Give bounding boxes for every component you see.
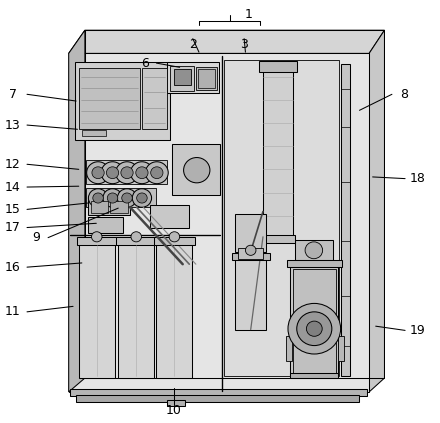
Polygon shape bbox=[69, 30, 85, 392]
Circle shape bbox=[106, 167, 119, 179]
Bar bbox=[79, 243, 115, 378]
Text: 1: 1 bbox=[245, 8, 253, 21]
Bar bbox=[263, 68, 293, 237]
Circle shape bbox=[305, 242, 323, 259]
Bar bbox=[167, 401, 185, 406]
Text: 10: 10 bbox=[166, 404, 182, 417]
Text: 18: 18 bbox=[410, 172, 425, 185]
Bar bbox=[75, 62, 169, 140]
Bar bbox=[290, 373, 338, 378]
Bar bbox=[294, 240, 333, 260]
Bar bbox=[293, 269, 336, 374]
Bar bbox=[86, 188, 156, 207]
Bar bbox=[287, 260, 342, 267]
Bar bbox=[79, 68, 140, 129]
Bar bbox=[238, 248, 263, 259]
Bar bbox=[337, 336, 344, 361]
Bar bbox=[170, 66, 194, 91]
Circle shape bbox=[92, 232, 102, 242]
Bar bbox=[110, 201, 128, 213]
Text: 11: 11 bbox=[5, 305, 21, 319]
Text: 8: 8 bbox=[400, 88, 408, 101]
Text: 2: 2 bbox=[189, 38, 197, 52]
Circle shape bbox=[116, 162, 139, 184]
Polygon shape bbox=[369, 30, 385, 392]
Bar bbox=[86, 159, 167, 184]
Text: 7: 7 bbox=[9, 88, 17, 101]
Bar bbox=[91, 201, 108, 213]
Bar bbox=[290, 266, 338, 376]
Bar bbox=[154, 237, 194, 245]
Bar bbox=[198, 69, 215, 88]
Bar bbox=[172, 144, 220, 195]
Bar bbox=[156, 243, 192, 378]
Text: 6: 6 bbox=[142, 57, 149, 70]
Circle shape bbox=[136, 167, 148, 179]
Text: 19: 19 bbox=[410, 324, 425, 337]
Bar bbox=[167, 62, 219, 93]
Text: 15: 15 bbox=[5, 203, 21, 216]
Circle shape bbox=[183, 157, 210, 183]
Circle shape bbox=[92, 167, 104, 179]
Circle shape bbox=[169, 232, 180, 242]
Bar bbox=[116, 237, 156, 245]
Bar bbox=[196, 67, 217, 90]
Circle shape bbox=[288, 303, 341, 354]
Text: 17: 17 bbox=[5, 221, 21, 234]
Bar bbox=[286, 336, 292, 361]
Bar bbox=[118, 243, 154, 378]
Circle shape bbox=[131, 162, 153, 184]
Bar bbox=[235, 259, 266, 330]
Bar bbox=[235, 214, 266, 252]
Circle shape bbox=[107, 193, 118, 203]
Circle shape bbox=[306, 321, 322, 336]
Circle shape bbox=[117, 189, 137, 207]
Text: 13: 13 bbox=[5, 118, 21, 132]
Circle shape bbox=[93, 193, 103, 203]
Circle shape bbox=[121, 167, 133, 179]
Bar bbox=[224, 60, 339, 376]
Bar bbox=[174, 69, 191, 85]
Circle shape bbox=[88, 189, 108, 207]
Bar bbox=[88, 217, 123, 233]
Text: 12: 12 bbox=[5, 158, 21, 171]
Bar bbox=[76, 396, 359, 402]
Bar bbox=[260, 235, 295, 243]
Bar bbox=[142, 68, 167, 129]
Circle shape bbox=[146, 162, 168, 184]
Bar bbox=[70, 389, 367, 396]
Bar bbox=[232, 253, 270, 261]
Bar bbox=[150, 205, 189, 228]
Polygon shape bbox=[69, 30, 385, 53]
Polygon shape bbox=[69, 53, 369, 392]
Bar bbox=[341, 64, 350, 376]
Circle shape bbox=[87, 162, 110, 184]
Circle shape bbox=[131, 232, 142, 242]
Text: 9: 9 bbox=[33, 231, 40, 244]
Circle shape bbox=[103, 189, 122, 207]
Circle shape bbox=[150, 167, 163, 179]
Bar bbox=[259, 60, 297, 72]
Bar bbox=[88, 197, 130, 215]
Text: 14: 14 bbox=[5, 181, 21, 194]
Bar bbox=[77, 237, 117, 245]
Circle shape bbox=[122, 193, 132, 203]
Bar bbox=[82, 130, 106, 137]
Text: 3: 3 bbox=[240, 38, 248, 52]
Text: 16: 16 bbox=[5, 261, 21, 274]
Circle shape bbox=[132, 189, 151, 207]
Circle shape bbox=[246, 245, 256, 255]
Circle shape bbox=[297, 312, 332, 346]
Circle shape bbox=[101, 162, 124, 184]
Circle shape bbox=[137, 193, 147, 203]
